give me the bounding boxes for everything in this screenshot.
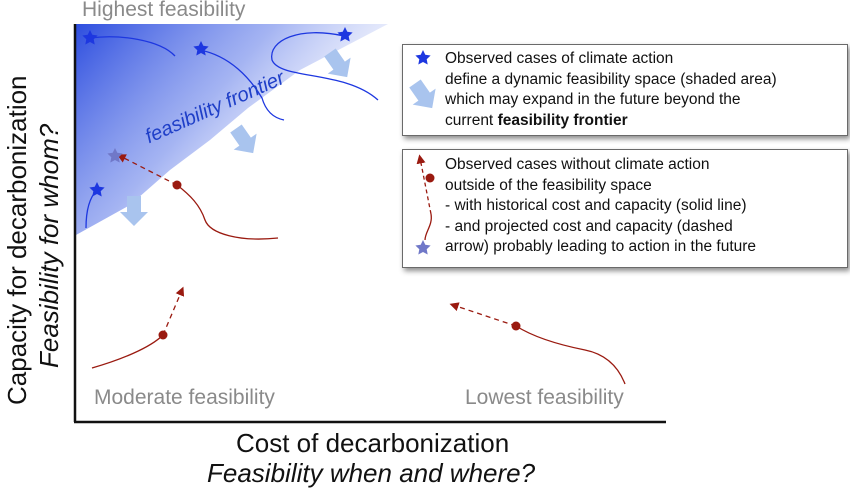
legend1-line4-plain: current [445, 111, 498, 129]
legend2-line1: Observed cases without climate action [445, 156, 710, 173]
legend2-line3: - with historical cost and capacity (sol… [445, 197, 747, 214]
label-moderate-feasibility: Moderate feasibility [94, 386, 275, 409]
star-icon [415, 50, 431, 65]
star-icon [89, 182, 105, 197]
x-axis-subtitle: Feasibility when and where? [207, 458, 536, 488]
dashed-arrow-icon [416, 154, 432, 215]
legend1-line4-bold: feasibility frontier [497, 111, 628, 129]
legend-icons-2 [415, 154, 435, 255]
legend2-line4: - and projected cost and capacity (dashe… [445, 217, 733, 235]
legend1-line4: current feasibility frontier [445, 111, 777, 132]
legend1-line1: Observed cases of climate action [445, 50, 674, 67]
projection-arrow-2 [162, 286, 185, 336]
y-axis-title: Capacity for decarbonization [2, 75, 32, 405]
action-trajectory-2 [199, 49, 285, 121]
y-axis-subtitle: Feasibility for whom? [34, 123, 64, 368]
legend2-line5: arrow) probably leading to action in the… [445, 238, 757, 255]
arrow-icon [409, 79, 436, 109]
label-highest-feasibility: Highest feasibility [82, 0, 246, 21]
legend-icons-1 [409, 50, 436, 109]
expansion-arrow-1 [324, 48, 351, 78]
star-icon [82, 30, 98, 45]
action-trajectory-1 [89, 36, 176, 57]
expansion-arrow-2 [230, 124, 257, 154]
star-icon [193, 41, 209, 56]
star-icon [415, 240, 431, 255]
legend-text-1: Observed cases of climate action define … [445, 49, 777, 131]
expansion-arrow-3 [120, 196, 148, 226]
no-action-trajectory-1 [176, 184, 279, 240]
label-lowest-feasibility: Lowest feasibility [465, 386, 624, 409]
star-icon [337, 27, 353, 42]
x-axis-title: Cost of decarbonization [236, 428, 510, 458]
legend1-line2: define a dynamic feasibility space (shad… [445, 70, 777, 88]
dot-icon [158, 330, 168, 340]
projection-arrow-1 [116, 154, 178, 186]
legend1-line3: which may expand in the future beyond th… [445, 91, 741, 108]
solid-line-icon [424, 213, 432, 241]
no-action-trajectory-2 [91, 334, 164, 369]
legend-text-2: Observed cases without climate action ou… [445, 155, 756, 258]
no-action-trajectory-3 [515, 325, 626, 385]
projection-arrow-3 [449, 302, 517, 327]
legend-box-no-action: Observed cases without climate action ou… [402, 149, 848, 268]
dot-icon [172, 180, 182, 190]
star-icon [107, 148, 123, 163]
legend2-line2: outside of the feasibility space [445, 176, 652, 194]
dot-icon [511, 321, 521, 331]
legend-box-action: Observed cases of climate action define … [402, 44, 848, 136]
action-trajectory-3 [271, 32, 379, 101]
dot-icon [425, 173, 435, 183]
feasibility-space [76, 24, 388, 235]
